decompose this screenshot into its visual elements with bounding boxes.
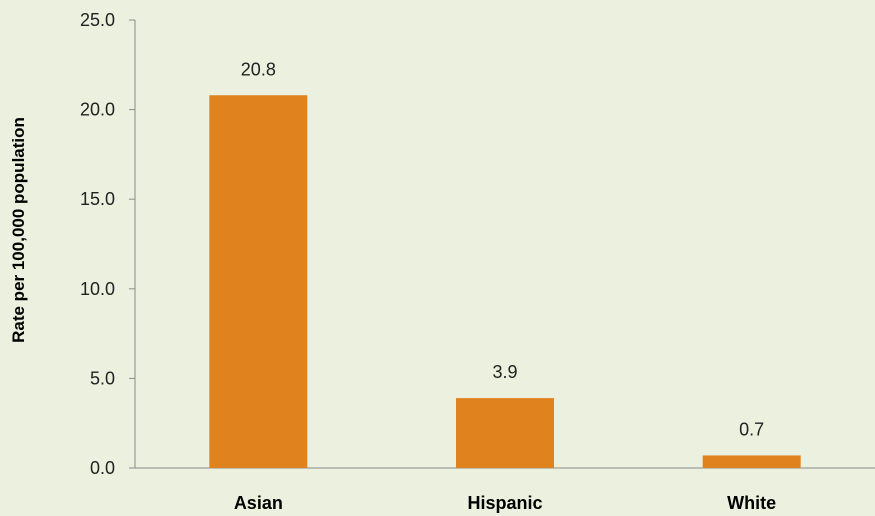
category-labels: Asian Hispanic White [234, 493, 776, 513]
y-tick-label: 15.0 [80, 189, 115, 209]
bar-white [702, 455, 801, 468]
y-tick-label: 10.0 [80, 279, 115, 299]
y-axis-ticks: 0.0 5.0 10.0 15.0 20.0 25.0 [80, 10, 135, 478]
y-tick-label: 25.0 [80, 10, 115, 30]
data-label-asian: 20.8 [241, 59, 276, 79]
data-labels: 20.8 3.9 0.7 [241, 59, 764, 439]
y-tick-label: 20.0 [80, 100, 115, 120]
y-tick-label: 0.0 [90, 458, 115, 478]
data-label-white: 0.7 [739, 419, 764, 439]
data-label-hispanic: 3.9 [492, 362, 517, 382]
bars [209, 95, 801, 468]
category-label-hispanic: Hispanic [467, 493, 542, 513]
bar-asian [209, 95, 308, 468]
category-label-white: White [727, 493, 776, 513]
bar-hispanic [456, 398, 554, 468]
y-tick-label: 5.0 [90, 368, 115, 388]
y-axis-title: Rate per 100,000 population [9, 117, 28, 343]
category-label-asian: Asian [234, 493, 283, 513]
